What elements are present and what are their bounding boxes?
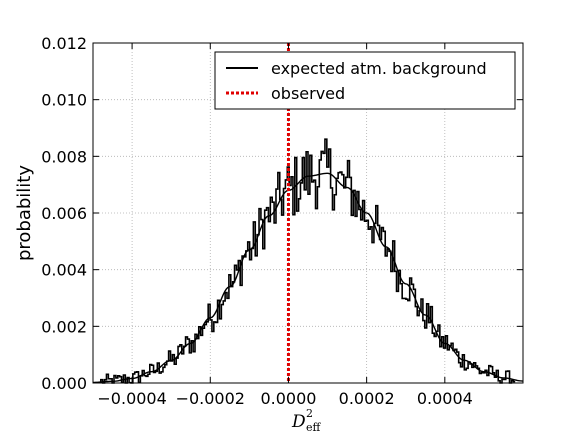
- legend-box: [214, 51, 516, 110]
- expected-background-line: [92, 172, 524, 384]
- y-tick-label: 0.004: [41, 261, 87, 280]
- x-axis-label: D eff 2: [291, 407, 322, 434]
- x-tick-label: 0.0004: [417, 389, 473, 408]
- histogram-series: [100, 138, 516, 384]
- x-axis-label-main: D: [291, 412, 306, 432]
- y-tick-label: 0.012: [41, 34, 87, 53]
- y-tick-label: 0.002: [41, 317, 87, 336]
- y-tick-label: 0.008: [41, 147, 87, 166]
- legend-label-observed: observed: [271, 84, 345, 103]
- axis-ticks: [93, 42, 523, 384]
- x-axis-label-subscript: eff: [306, 421, 322, 434]
- y-tick-label: 0.000: [41, 374, 87, 393]
- x-tick-label: −0.0002: [176, 389, 245, 408]
- y-axis-label: probability: [14, 165, 35, 261]
- x-axis-label-superscript: 2: [306, 407, 313, 420]
- y-tick-label: 0.006: [41, 204, 87, 223]
- y-tick-label: 0.010: [41, 91, 87, 110]
- x-tick-label: 0.0002: [339, 389, 395, 408]
- tick-labels: −0.0004 −0.0002 0.0000 0.0002 0.0004 0.000 0.0…: [41, 34, 473, 408]
- legend-label-expected: expected atm. background: [271, 59, 487, 78]
- x-tick-label: 0.0000: [260, 389, 316, 408]
- legend: expected atm. background observed: [214, 51, 516, 110]
- x-tick-label: −0.0004: [97, 389, 166, 408]
- observed-histogram: [100, 138, 516, 384]
